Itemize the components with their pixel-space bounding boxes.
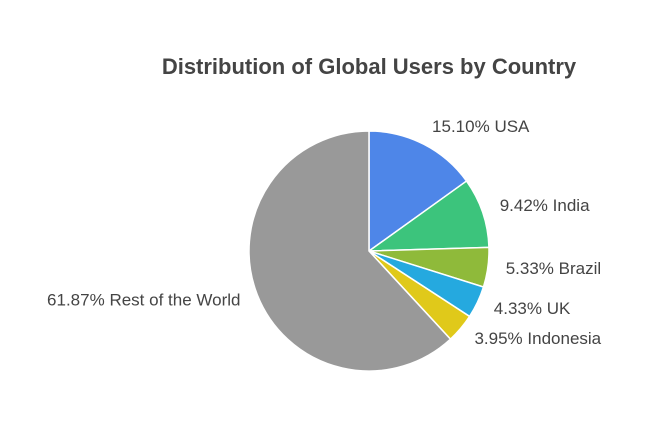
- slice-value-label: 5.33%: [506, 259, 554, 278]
- slice-label: 5.33% Brazil: [506, 259, 601, 278]
- slice-value-label: 15.10%: [432, 118, 490, 137]
- slice-value-label: 9.42%: [500, 196, 548, 215]
- slice-value-label: 61.87%: [47, 291, 105, 310]
- slice-label: 61.87% Rest of the World: [47, 291, 240, 310]
- slice-value-label: 3.95%: [474, 329, 522, 348]
- slice-label: 4.33% UK: [494, 299, 571, 318]
- slice-category-label: Brazil: [559, 259, 602, 278]
- pie-slice: [368, 130, 468, 253]
- chart-title: Distribution of Global Users by Country: [162, 54, 577, 79]
- slice-category-label: Indonesia: [527, 329, 601, 348]
- slice-label: 15.10% USA: [432, 118, 530, 137]
- slice-category-label: UK: [547, 299, 571, 318]
- slice-category-label: USA: [494, 118, 530, 137]
- slice-category-label: Rest of the World: [109, 291, 240, 310]
- slice-category-label: India: [553, 196, 590, 215]
- slice-label: 9.42% India: [500, 196, 590, 215]
- pie-slice: [248, 130, 452, 372]
- slice-label: 3.95% Indonesia: [474, 329, 601, 348]
- slice-value-label: 4.33%: [494, 299, 542, 318]
